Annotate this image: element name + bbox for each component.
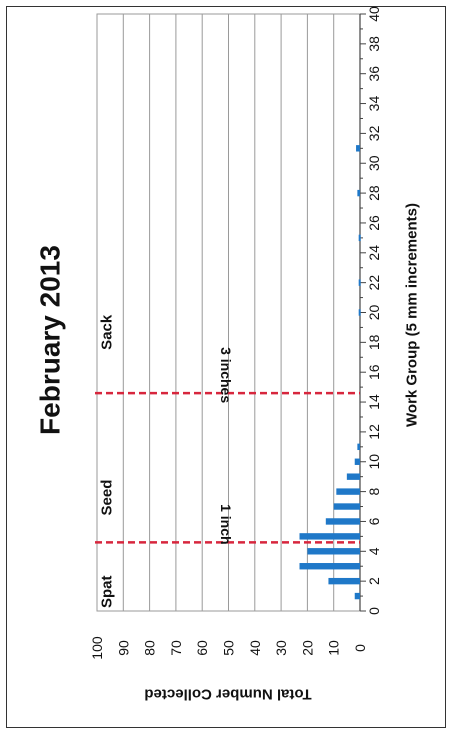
bar	[357, 189, 360, 197]
bar	[357, 443, 360, 451]
x-tick-label: 8	[366, 487, 382, 495]
bar	[325, 518, 360, 525]
threshold-label: 1 inch	[218, 504, 234, 544]
y-tick-label: 50	[221, 640, 237, 656]
x-tick-label: 36	[366, 66, 382, 82]
x-tick-label: 14	[366, 394, 382, 410]
x-tick-label: 6	[366, 517, 382, 525]
y-tick-label: 90	[115, 640, 131, 656]
x-tick-label: 4	[366, 547, 382, 555]
bar	[307, 548, 360, 555]
region-label: Seed	[99, 480, 116, 516]
x-tick-label: 32	[366, 125, 382, 141]
y-axis-title: Total Number Collected	[144, 686, 311, 703]
x-tick-label: 20	[366, 305, 382, 321]
region-label: Sack	[99, 314, 116, 350]
x-tick-label: 40	[366, 6, 382, 22]
bar	[333, 503, 360, 510]
x-tick-label: 12	[366, 424, 382, 440]
y-tick-label: 10	[326, 640, 342, 656]
bar	[358, 234, 361, 242]
y-tick-label: 0	[352, 644, 368, 652]
y-tick-label: 30	[273, 640, 289, 656]
x-tick-label: 38	[366, 36, 382, 52]
x-tick-label: 18	[366, 334, 382, 350]
x-tick-label: 0	[366, 607, 382, 615]
x-tick-label: 30	[366, 155, 382, 171]
x-tick-label: 28	[366, 185, 382, 201]
y-tick-label: 20	[299, 640, 315, 656]
y-tick-label: 100	[89, 636, 105, 660]
y-tick-label: 80	[142, 640, 158, 656]
x-tick-label: 26	[366, 215, 382, 231]
bar	[356, 145, 360, 152]
x-axis-title: Work Group (5 mm increments)	[404, 203, 421, 427]
y-tick-label: 70	[168, 640, 184, 656]
chart-frame	[6, 6, 446, 728]
threshold-label: 3 inches	[218, 347, 234, 403]
x-tick-label: 10	[366, 454, 382, 470]
bar	[346, 473, 360, 480]
bar	[358, 279, 361, 286]
bar	[358, 309, 361, 316]
bar	[336, 488, 360, 495]
x-tick-label: 2	[366, 577, 382, 585]
region-label: Spat	[99, 575, 116, 608]
chart-title: February 2013	[35, 245, 66, 435]
bar	[299, 563, 360, 570]
x-tick-label: 34	[366, 96, 382, 112]
x-tick-label: 24	[366, 245, 382, 261]
y-tick-label: 60	[194, 640, 210, 656]
y-tick-label: 40	[247, 640, 263, 656]
x-tick-label: 16	[366, 364, 382, 380]
plot-area: 0246810121416182022242628303234363840010…	[89, 6, 382, 660]
bar	[354, 458, 360, 465]
bar	[299, 533, 360, 540]
bar	[328, 577, 360, 585]
bar	[354, 592, 360, 600]
x-tick-label: 22	[366, 275, 382, 291]
